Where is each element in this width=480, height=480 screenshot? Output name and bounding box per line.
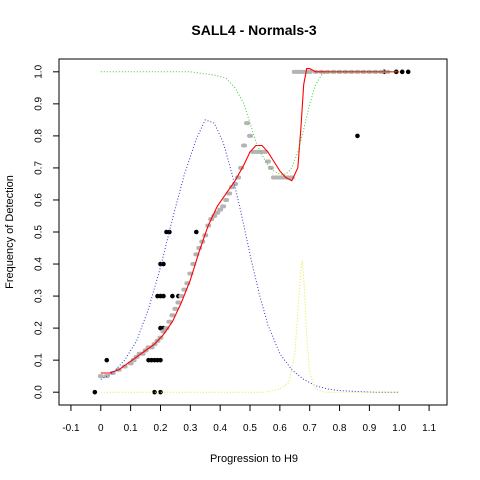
data-point (170, 293, 175, 299)
x-tick-label: 0.6 (273, 423, 287, 434)
data-point (193, 229, 199, 235)
data-point (226, 191, 233, 196)
data-point (152, 389, 157, 395)
data-point (175, 300, 182, 305)
data-point (267, 165, 274, 170)
y-axis-label: Frequency of Detection (4, 175, 16, 289)
data-point (104, 357, 110, 363)
x-tick-label: 0.3 (183, 423, 197, 434)
y-tick-label: 0.1 (34, 353, 45, 367)
data-point (244, 121, 251, 126)
y-axis: 0.0 0.1 0.2 0.3 0.4 0.5 0.6 0.7 0.8 0.9 1.0 (34, 64, 59, 399)
y-tick-label: 1.0 (34, 64, 45, 78)
data-point (172, 306, 179, 311)
x-tick-label: 0.5 (243, 423, 257, 434)
data-point (247, 133, 254, 138)
data-point (148, 345, 155, 350)
data-point (355, 133, 360, 139)
data-point (223, 197, 230, 202)
y-tick-label: 0.2 (34, 321, 45, 335)
y-tick-label: 0.0 (34, 385, 45, 399)
y-tick-label: 0.9 (34, 96, 45, 110)
data-point (399, 69, 405, 75)
x-tick-label: 0 (98, 423, 104, 434)
fit-line (100, 68, 400, 374)
x-tick-label: 1.0 (392, 423, 406, 434)
series-layer (92, 68, 411, 395)
dotted-curve (100, 119, 400, 393)
data-point (229, 185, 236, 190)
data-point (405, 69, 411, 75)
data-point (264, 159, 271, 164)
x-tick-label: 0.1 (124, 423, 138, 434)
x-axis: -0.1 0 0.1 0.2 0.3 0.4 0.5 0.6 0.7 0.8 0.9 1.0 1.1 (62, 405, 436, 434)
data-point (166, 319, 173, 324)
chart-title: SALL4 - Normals-3 (191, 22, 316, 38)
data-point (306, 69, 313, 74)
x-tick-label: 0.4 (213, 423, 227, 434)
y-tick-label: 0.4 (34, 257, 45, 271)
data-point (158, 389, 163, 395)
dotted-curve (100, 71, 400, 175)
data-point (121, 364, 128, 369)
y-tick-label: 0.7 (34, 161, 45, 175)
data-point (130, 358, 137, 363)
data-point (178, 294, 185, 299)
x-tick-label: 0.7 (303, 423, 317, 434)
y-tick-label: 0.5 (34, 225, 45, 239)
data-point (214, 210, 221, 215)
y-tick-label: 0.8 (34, 129, 45, 143)
plot-frame (58, 58, 448, 406)
data-point (92, 389, 98, 395)
data-point (217, 207, 224, 212)
y-tick-label: 0.6 (34, 193, 45, 207)
data-point (163, 326, 170, 331)
data-point (169, 313, 176, 318)
data-point (241, 143, 248, 148)
data-point (167, 229, 172, 235)
data-point (161, 261, 166, 267)
data-point (139, 351, 146, 356)
point-series (92, 69, 411, 395)
data-point (220, 204, 227, 209)
x-tick-label: 0.9 (362, 423, 376, 434)
y-tick-label: 0.3 (34, 289, 45, 303)
point-series (97, 69, 391, 379)
data-point (97, 374, 104, 379)
x-axis-label: Progression to H9 (210, 453, 298, 465)
x-tick-label: 0.8 (333, 423, 347, 434)
x-tick-label: 1.1 (422, 423, 436, 434)
data-point (161, 293, 166, 299)
x-tick-label: 0.2 (154, 423, 168, 434)
x-tick-label: -0.1 (62, 423, 80, 434)
dotted-curve (100, 260, 400, 393)
data-point (158, 357, 163, 363)
